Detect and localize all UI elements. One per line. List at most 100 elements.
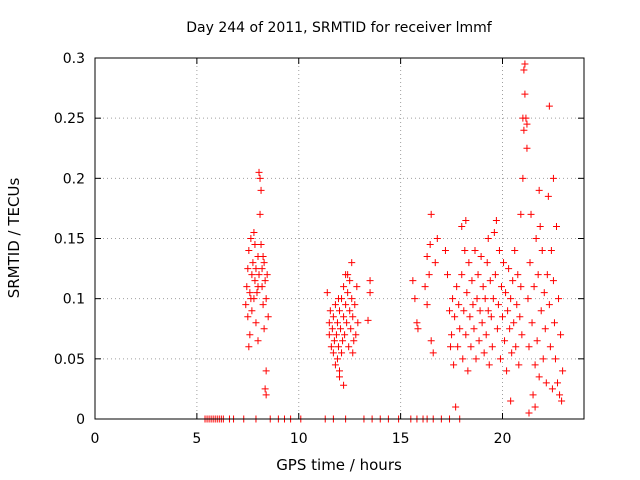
data-point xyxy=(334,343,342,351)
data-point xyxy=(480,349,488,357)
data-point xyxy=(496,355,504,363)
data-point xyxy=(250,228,258,236)
data-point xyxy=(464,367,472,375)
data-point xyxy=(520,66,528,74)
data-point xyxy=(512,343,520,351)
data-point xyxy=(532,235,540,242)
data-point xyxy=(414,325,422,333)
data-point xyxy=(517,210,525,218)
data-point xyxy=(427,210,435,218)
data-point xyxy=(257,241,265,249)
data-point xyxy=(254,283,262,291)
data-point xyxy=(351,301,359,309)
data-point xyxy=(507,397,515,405)
data-point xyxy=(525,343,533,351)
data-point xyxy=(451,313,459,321)
data-point xyxy=(531,361,539,369)
data-point xyxy=(243,283,251,291)
data-point xyxy=(452,403,460,411)
data-point xyxy=(256,210,264,218)
data-point xyxy=(470,325,478,333)
data-point xyxy=(538,247,546,255)
x-tick-label: 10 xyxy=(290,431,308,447)
data-point xyxy=(475,337,483,345)
y-tick-label: 0.15 xyxy=(54,232,85,248)
data-point xyxy=(517,283,525,291)
data-point xyxy=(525,409,533,417)
data-point xyxy=(462,216,470,224)
data-point xyxy=(342,301,350,309)
data-point xyxy=(262,391,270,399)
data-point xyxy=(499,313,506,321)
data-point xyxy=(354,319,362,327)
data-point xyxy=(450,361,458,369)
data-point xyxy=(332,331,340,339)
data-point xyxy=(334,295,342,303)
data-point xyxy=(519,174,527,182)
data-point xyxy=(503,367,511,375)
data-point xyxy=(513,301,521,309)
data-point xyxy=(347,325,355,333)
data-point xyxy=(550,319,558,327)
data-point xyxy=(411,295,419,303)
data-point xyxy=(409,277,417,285)
data-point xyxy=(551,355,559,363)
data-point xyxy=(327,343,335,351)
data-point xyxy=(555,295,563,303)
data-point xyxy=(331,361,339,369)
data-point xyxy=(246,331,254,339)
data-point xyxy=(264,313,272,321)
data-point xyxy=(336,367,343,375)
data-point xyxy=(547,247,555,255)
x-tick-label: 5 xyxy=(192,431,201,447)
data-point xyxy=(461,247,469,255)
data-point xyxy=(348,295,356,303)
data-point xyxy=(340,381,348,389)
data-point xyxy=(453,283,461,291)
data-point xyxy=(254,337,262,345)
data-point xyxy=(541,325,549,333)
data-point xyxy=(262,367,270,375)
data-point xyxy=(544,192,552,200)
data-point xyxy=(341,331,349,339)
data-point xyxy=(448,331,456,339)
data-point xyxy=(259,253,267,261)
x-tick-label: 20 xyxy=(494,431,512,447)
data-point xyxy=(247,295,255,303)
data-point xyxy=(539,355,547,363)
data-point xyxy=(535,186,543,194)
data-point xyxy=(558,397,566,405)
data-point xyxy=(545,301,553,309)
data-point xyxy=(459,355,467,363)
data-point xyxy=(458,271,466,279)
data-point xyxy=(338,349,346,357)
data-point xyxy=(429,349,437,357)
data-point xyxy=(524,295,532,303)
data-point xyxy=(344,271,352,279)
y-tick-label: 0.3 xyxy=(63,51,85,67)
data-point xyxy=(346,307,354,315)
data-point xyxy=(501,337,509,345)
data-point xyxy=(516,313,524,321)
data-point xyxy=(489,295,497,303)
data-point xyxy=(340,313,348,321)
data-point xyxy=(346,277,354,285)
data-point xyxy=(523,120,531,128)
data-point xyxy=(421,283,429,291)
data-point xyxy=(339,337,347,345)
data-point xyxy=(340,283,348,291)
data-point xyxy=(325,319,333,327)
data-point xyxy=(458,222,466,230)
data-point xyxy=(559,367,567,375)
data-point xyxy=(257,186,265,194)
data-point xyxy=(253,289,261,297)
data-point xyxy=(460,307,468,315)
data-point xyxy=(260,325,268,333)
data-point xyxy=(423,301,431,309)
x-tick-label: 0 xyxy=(91,431,100,447)
data-point xyxy=(343,319,351,327)
data-point xyxy=(492,216,500,224)
data-point xyxy=(245,343,253,351)
data-point xyxy=(521,60,529,68)
